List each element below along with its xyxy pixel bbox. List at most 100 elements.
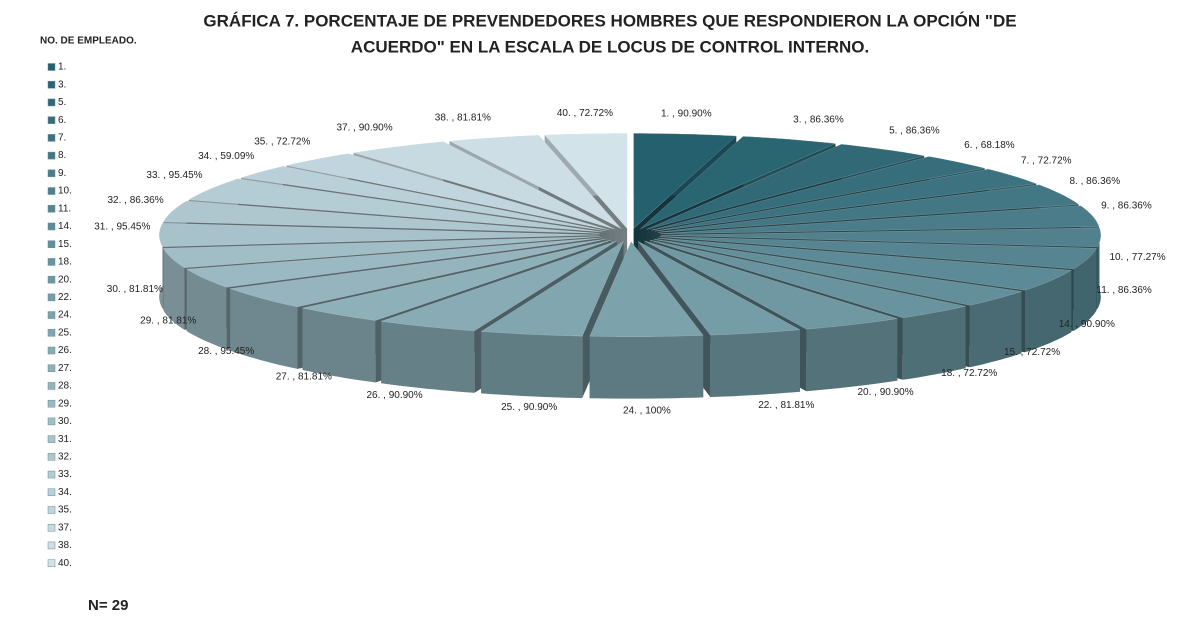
- slice: [640, 136, 837, 229]
- data-label: 34. , 59.09%: [198, 151, 254, 162]
- data-label: 40. , 72.72%: [557, 108, 613, 119]
- slice: [657, 237, 1073, 291]
- legend-swatch: [47, 488, 56, 497]
- legend-swatch: [47, 151, 56, 160]
- data-label: 7. , 72.72%: [1021, 156, 1072, 167]
- slice: [286, 153, 610, 231]
- legend-swatch: [47, 382, 56, 390]
- slice: [649, 239, 966, 319]
- legend-swatch: [47, 134, 56, 142]
- data-label: 5. , 86.36%: [889, 126, 940, 137]
- slice: [158, 223, 600, 247]
- legend-swatch: [47, 187, 56, 195]
- slice: [589, 241, 704, 337]
- slice: [185, 237, 603, 288]
- legend-swatch: [47, 275, 56, 284]
- legend-label: 31.: [58, 434, 72, 445]
- legend-swatch: [47, 169, 56, 178]
- data-label: 22. , 81.81%: [758, 400, 814, 411]
- legend-label: 38.: [58, 540, 72, 551]
- slice: [241, 166, 606, 232]
- data-label: 38. , 81.81%: [435, 113, 491, 124]
- legend-swatch: [47, 63, 56, 71]
- slice-wall: [186, 269, 227, 350]
- slice-wall: [230, 288, 298, 369]
- legend-swatch: [47, 240, 56, 248]
- slice-wall: [302, 308, 376, 383]
- legend-label: 6.: [58, 115, 66, 126]
- data-label: 6. , 68.18%: [964, 140, 1015, 151]
- legend-label: 30.: [58, 416, 72, 427]
- data-label: 24. , 100%: [623, 406, 671, 417]
- legend-label: 15.: [58, 239, 72, 250]
- legend-swatch: [47, 293, 56, 302]
- slice-wall: [589, 335, 704, 399]
- slice: [638, 241, 801, 336]
- data-label: 37. , 90.90%: [336, 123, 392, 134]
- data-label: 18. , 72.72%: [941, 368, 997, 379]
- slice: [162, 200, 601, 234]
- legend-label: 29.: [58, 398, 72, 409]
- slice: [544, 133, 628, 230]
- slice-wall: [710, 329, 800, 398]
- slice: [353, 141, 615, 230]
- legend-label: 34.: [58, 487, 72, 498]
- legend-swatch: [47, 329, 56, 337]
- legend-label: 37.: [58, 522, 72, 533]
- slice: [633, 133, 737, 229]
- slice-wall: [1073, 248, 1097, 331]
- legend-swatch: [47, 417, 56, 426]
- legend-swatch: [47, 506, 56, 514]
- legend-title: NO. DE EMPLEADO.: [40, 36, 137, 47]
- data-label: 31. , 95.45%: [94, 222, 150, 233]
- legend-label: 11.: [58, 203, 71, 214]
- legend-swatch: [47, 311, 56, 319]
- legend-label: 20.: [58, 274, 72, 285]
- data-label: 9. , 86.36%: [1101, 200, 1152, 211]
- slice: [381, 240, 617, 332]
- legend-label: 9.: [58, 168, 66, 179]
- slice: [655, 168, 1037, 232]
- data-label: 20. , 90.90%: [857, 387, 913, 398]
- slice: [480, 240, 625, 337]
- legend-label: 32.: [58, 451, 72, 462]
- data-label: 30. , 81.81%: [107, 284, 163, 295]
- legend-label: 28.: [58, 381, 72, 392]
- legend-swatch: [47, 98, 56, 107]
- annotation: N= 29: [88, 597, 128, 614]
- legend-label: 5.: [58, 97, 66, 108]
- legend-label: 8.: [58, 150, 66, 161]
- legend-label: 1.: [58, 62, 66, 73]
- legend-swatch: [47, 80, 56, 89]
- chart-title: GRÁFICA 7. PORCENTAJE DE PREVENDEDORES H…: [203, 11, 1016, 30]
- slice-wall: [1097, 227, 1101, 309]
- data-label: 33. , 95.45%: [146, 170, 202, 181]
- data-label: 35. , 72.72%: [254, 137, 310, 148]
- data-label: 8. , 86.36%: [1070, 176, 1121, 187]
- legend-swatch: [47, 470, 56, 479]
- slice: [162, 236, 601, 269]
- pie: [158, 133, 1102, 399]
- chart-title: ACUERDO" EN LA ESCALA DE LOCUS DE CONTRO…: [351, 37, 869, 56]
- data-label: 1. , 90.90%: [661, 108, 712, 119]
- legend-swatch: [47, 346, 56, 355]
- data-label: 29. , 81.81%: [140, 315, 196, 326]
- slice-wall: [1025, 270, 1072, 353]
- slice: [651, 156, 985, 231]
- data-label: 14. , 90.90%: [1059, 319, 1115, 330]
- legend-swatch: [47, 222, 56, 231]
- legend-label: 14.: [58, 221, 72, 232]
- legend-swatch: [47, 364, 56, 372]
- legend-swatch: [47, 116, 56, 124]
- legend-label: 3.: [58, 79, 66, 90]
- slice: [659, 236, 1098, 270]
- data-label: 15. , 72.72%: [1004, 347, 1060, 358]
- slice: [230, 238, 606, 308]
- slice-wall: [381, 321, 475, 393]
- data-label: 27. , 81.81%: [276, 372, 332, 383]
- legend-label: 27.: [58, 363, 72, 374]
- data-label: 3. , 86.36%: [793, 114, 844, 125]
- slice: [302, 239, 611, 321]
- slice: [644, 240, 898, 330]
